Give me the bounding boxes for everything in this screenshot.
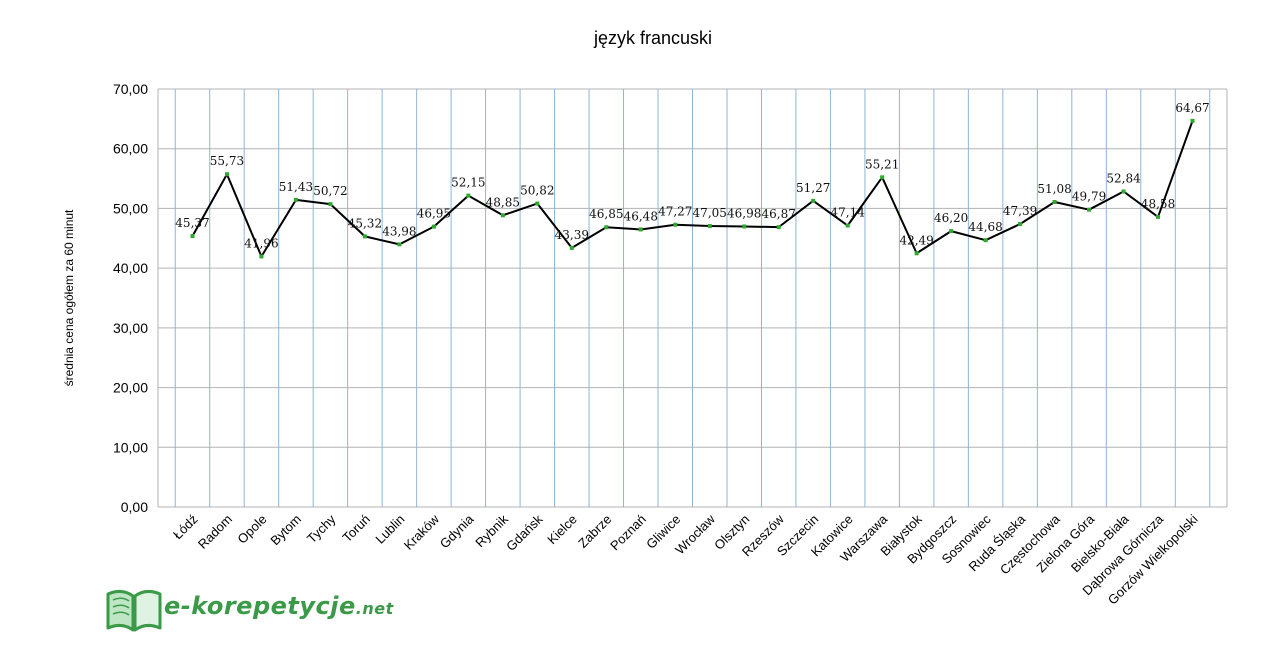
- data-label: 47,27: [658, 205, 692, 219]
- x-tick-label: Gdańsk: [503, 511, 546, 554]
- data-label: 41,96: [244, 236, 278, 250]
- logo-suffix: .net: [355, 599, 394, 618]
- data-point: [362, 234, 367, 239]
- x-tick-label: Gdynia: [437, 511, 477, 551]
- data-point: [742, 224, 747, 229]
- data-label: 42,49: [899, 233, 933, 247]
- data-label: 48,85: [486, 195, 520, 209]
- y-tick-label: 30,00: [113, 320, 148, 336]
- data-label: 55,21: [865, 157, 899, 171]
- data-point: [914, 251, 919, 256]
- x-tick-label: Łódź: [170, 512, 201, 543]
- data-label: 47,14: [830, 206, 865, 220]
- data-label: 43,98: [382, 224, 416, 238]
- data-label: 46,48: [624, 209, 658, 223]
- data-point: [983, 238, 988, 243]
- data-point: [1052, 199, 1057, 204]
- y-tick-label: 60,00: [113, 141, 148, 157]
- data-point: [569, 245, 574, 250]
- data-point: [604, 225, 609, 230]
- y-tick-label: 70,00: [113, 81, 148, 97]
- y-axis-ticks: 0,00 10,00 20,00 30,00 40,00 50,00 60,00 70,00: [113, 81, 148, 515]
- data-label: 52,15: [451, 176, 485, 190]
- y-tick-label: 20,00: [113, 380, 148, 396]
- data-point: [259, 254, 264, 259]
- data-point: [293, 197, 298, 202]
- y-tick-label: 0,00: [121, 499, 148, 515]
- x-tick-label: Radom: [195, 512, 235, 552]
- data-label: 55,73: [210, 154, 244, 168]
- data-label: 49,79: [1072, 190, 1106, 204]
- data-label: 52,84: [1106, 171, 1141, 185]
- data-label: 45,32: [348, 216, 382, 230]
- data-point: [466, 193, 471, 198]
- data-point: [673, 222, 678, 227]
- data-label: 50,82: [520, 184, 554, 198]
- data-label: 48,58: [1141, 197, 1175, 211]
- data-point: [328, 202, 333, 207]
- data-label: 50,72: [313, 184, 347, 198]
- data-point: [776, 225, 781, 230]
- x-tick-label: Kraków: [401, 511, 443, 553]
- logo-text: e-korepetycje.net: [164, 592, 394, 620]
- y-axis-label: średnia cena ogółem za 60 minut: [62, 209, 76, 386]
- data-label: 51,27: [796, 181, 830, 195]
- x-tick-label: Opole: [234, 512, 269, 547]
- data-label: 46,20: [934, 211, 968, 225]
- x-tick-label: Toruń: [339, 512, 373, 546]
- open-book-icon: [106, 589, 162, 632]
- x-tick-label: Bytom: [267, 512, 304, 549]
- chart-gridlines: [157, 88, 1228, 508]
- data-point: [224, 172, 229, 177]
- data-label: 44,68: [968, 220, 1002, 234]
- data-label: 64,67: [1175, 101, 1209, 115]
- logo: e-korepetycje.net: [104, 584, 404, 634]
- data-label: 46,85: [589, 207, 623, 221]
- data-point: [845, 223, 850, 228]
- data-label: 43,39: [555, 228, 589, 242]
- x-tick-label: Kielce: [544, 512, 580, 548]
- data-point: [190, 234, 195, 239]
- data-point: [811, 198, 816, 203]
- y-tick-label: 40,00: [113, 260, 148, 276]
- logo-name: e-korepetycje: [164, 592, 356, 620]
- x-tick-label: Poznań: [607, 512, 649, 554]
- data-point: [1156, 214, 1161, 219]
- data-label: 46,87: [762, 207, 796, 221]
- data-label: 45,37: [175, 216, 209, 230]
- data-point: [535, 201, 540, 206]
- data-label: 47,39: [1003, 204, 1037, 218]
- data-point: [431, 224, 436, 229]
- data-label: 51,08: [1037, 182, 1071, 196]
- series-markers: [190, 118, 1195, 259]
- data-point: [707, 224, 712, 229]
- data-point: [880, 175, 885, 180]
- data-point: [1121, 189, 1126, 194]
- y-tick-label: 10,00: [113, 439, 148, 455]
- data-label: 51,43: [279, 180, 313, 194]
- data-point: [397, 242, 402, 247]
- data-point: [638, 227, 643, 232]
- data-point: [949, 229, 954, 234]
- data-label: 47,05: [693, 206, 727, 220]
- data-labels: 45,37 55,73 41,96 51,43 50,72 45,3243,9846,95…: [175, 101, 1209, 251]
- data-point: [1018, 222, 1023, 227]
- x-tick-label: Tychy: [304, 511, 339, 546]
- data-point: [1087, 207, 1092, 212]
- data-label: 46,98: [727, 206, 761, 220]
- series-line: [191, 120, 1194, 258]
- chart-title: język francuski: [593, 28, 712, 48]
- data-point: [1190, 118, 1195, 123]
- y-tick-label: 50,00: [113, 200, 148, 216]
- data-point: [500, 213, 505, 218]
- data-label: 46,95: [417, 207, 451, 221]
